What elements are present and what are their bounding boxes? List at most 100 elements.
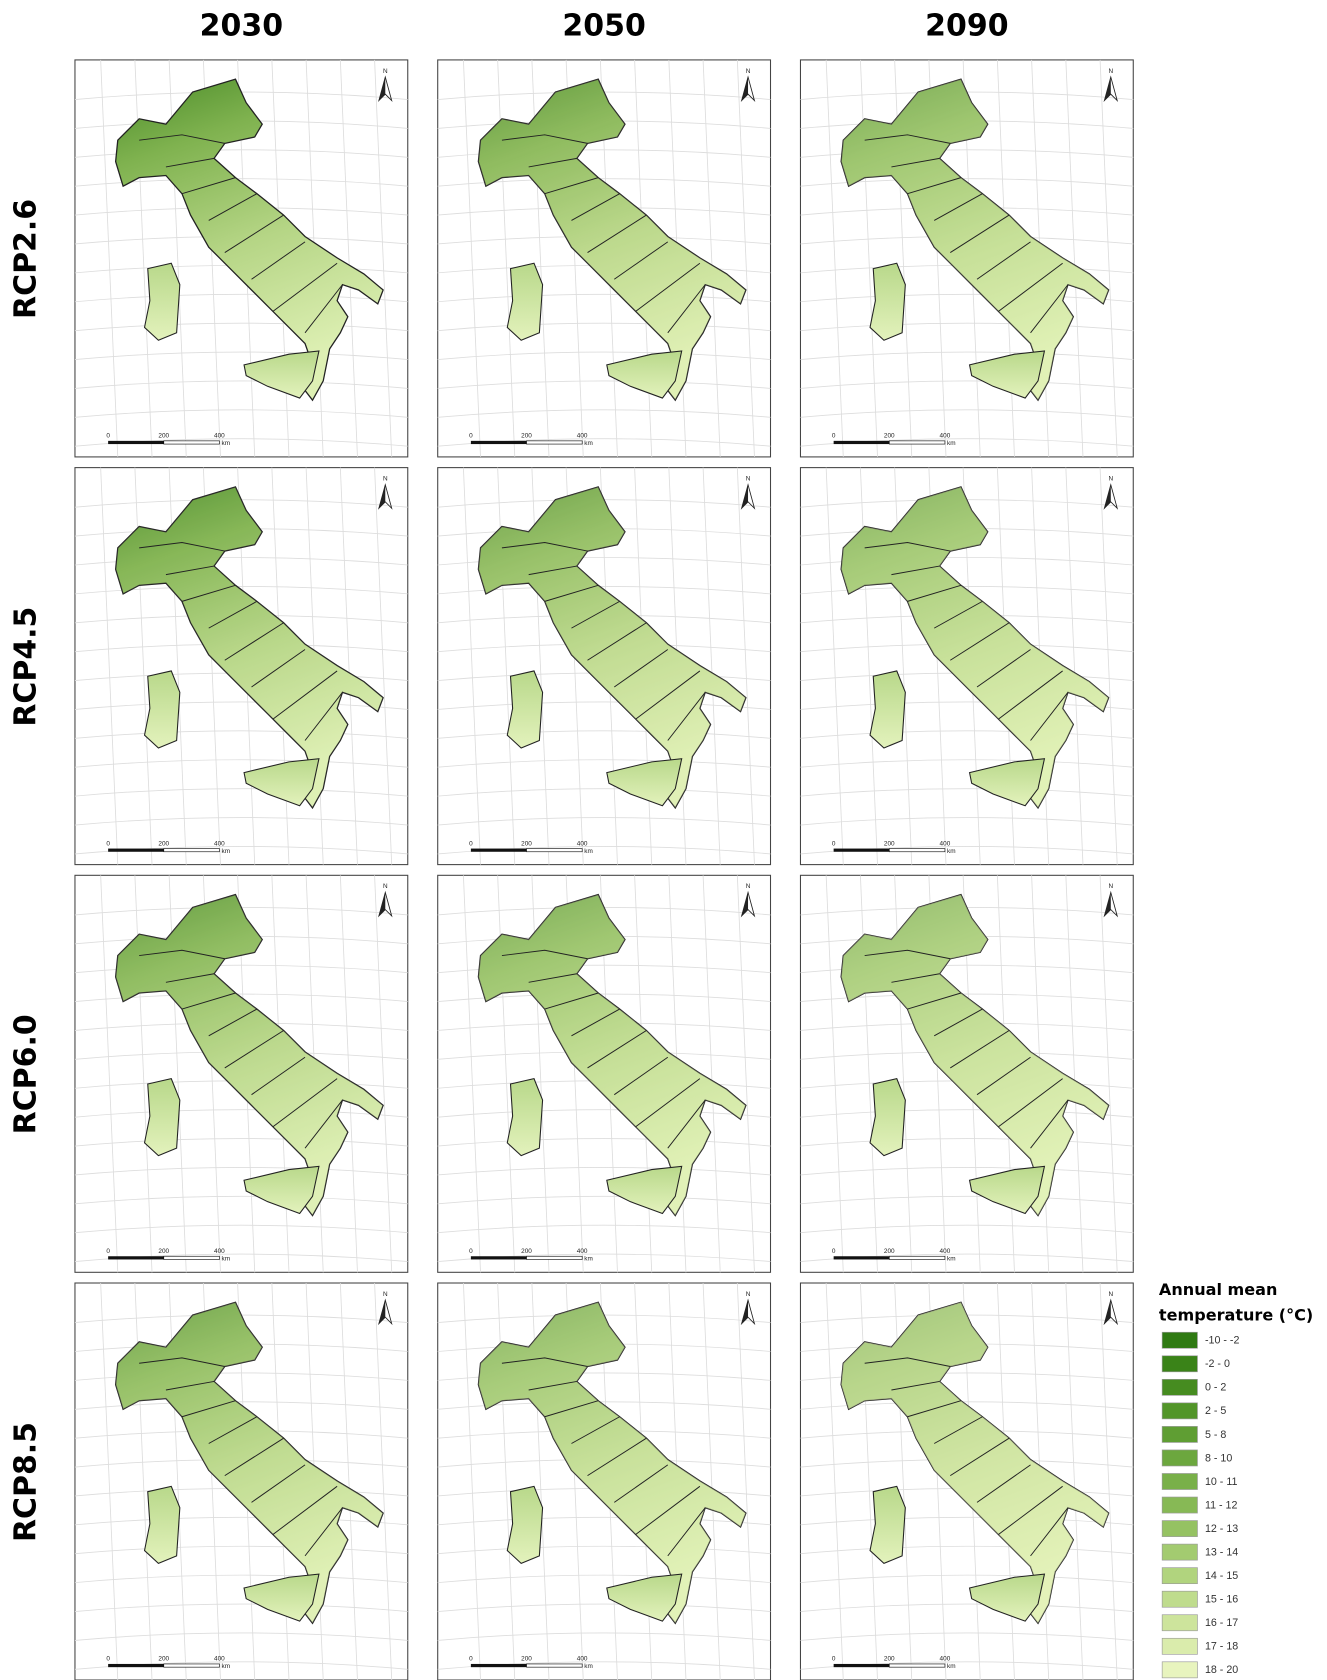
graticule: [800, 1545, 1134, 1555]
region-border: [272, 670, 338, 720]
scale-label: 200: [521, 1248, 532, 1255]
mainland-warming: [841, 1302, 1109, 1624]
scale-unit: km: [947, 848, 956, 855]
region-border: [181, 177, 236, 195]
graticule: [800, 993, 1134, 1003]
legend-swatch: [1161, 1331, 1198, 1349]
graticule: [437, 1545, 771, 1555]
north-label: N: [746, 883, 751, 890]
sicily: [968, 758, 1046, 807]
graticule: [74, 1574, 408, 1584]
scale-label: 200: [158, 1656, 169, 1663]
graticule: [800, 1632, 1134, 1641]
region-border: [933, 1416, 983, 1444]
legend-swatch: [1161, 1567, 1198, 1585]
graticule: [74, 1138, 408, 1147]
region-border: [933, 193, 983, 221]
region-border: [304, 284, 343, 334]
region-border: [1030, 1099, 1069, 1149]
mainland: [114, 1301, 384, 1625]
region-border: [907, 1400, 962, 1418]
graticule: [437, 1138, 771, 1147]
sardinia: [143, 1485, 181, 1564]
graticule: [859, 875, 878, 1273]
north-label: N: [1108, 883, 1113, 890]
region-border: [614, 1464, 669, 1503]
sicily: [243, 758, 320, 807]
scale-label: 400: [577, 433, 588, 440]
region-border: [1030, 1507, 1069, 1557]
graticule: [800, 1195, 1134, 1205]
scale-label: 400: [577, 1656, 588, 1663]
graticule: [894, 875, 913, 1273]
legend-label: 10 - 11: [1205, 1476, 1238, 1488]
graticule: [74, 380, 408, 389]
graticule: [437, 322, 771, 332]
graticule: [859, 1282, 878, 1680]
north-label: N: [383, 68, 388, 75]
graticule: [825, 59, 844, 457]
scale-bar-solid: [470, 848, 527, 852]
region-border: [251, 649, 306, 688]
scale-unit: km: [947, 440, 956, 447]
region-border: [528, 157, 577, 168]
scale-bar-open: [888, 1255, 946, 1260]
scale-bar-open: [526, 848, 583, 853]
graticule: [437, 1195, 771, 1205]
graticule: [800, 409, 1134, 418]
graticule: [800, 1167, 1134, 1176]
graticule: [74, 993, 408, 1003]
graticule: [800, 1109, 1134, 1118]
north-arrow-half: [378, 77, 386, 101]
graticule: [800, 178, 1134, 187]
scale-label: 0: [469, 840, 473, 847]
region-border: [571, 600, 620, 629]
graticule: [462, 1282, 481, 1680]
sicily: [606, 758, 683, 807]
graticule: [531, 1282, 550, 1680]
graticule: [702, 1282, 721, 1680]
mainland: [477, 893, 747, 1217]
scale-label: 400: [214, 433, 225, 440]
region-border: [891, 565, 940, 576]
legend-label: 13 - 14: [1205, 1546, 1238, 1558]
graticule: [74, 1401, 408, 1410]
sardinia: [869, 1078, 906, 1157]
graticule: [74, 1167, 408, 1176]
legend-swatch: [1161, 1355, 1198, 1373]
legend-label: 12 - 13: [1205, 1523, 1238, 1535]
scale-label: 400: [577, 1248, 588, 1255]
scale-bar-open: [163, 1663, 220, 1668]
graticule: [74, 351, 408, 360]
scale-label: 0: [106, 840, 110, 847]
graticule: [894, 1282, 913, 1680]
region-border: [950, 622, 1010, 661]
graticule: [825, 467, 844, 865]
region-border: [501, 1357, 588, 1367]
row-header: RCP2.6: [8, 199, 43, 319]
region-border: [224, 214, 284, 253]
graticule: [531, 875, 550, 1273]
region-border: [224, 1437, 284, 1477]
graticule: [100, 1282, 119, 1680]
mainland-warming: [841, 79, 1109, 401]
sicily: [606, 1573, 683, 1622]
north-label: N: [383, 883, 388, 890]
graticule: [437, 993, 771, 1003]
scale-label: 400: [940, 1656, 951, 1663]
scale-label: 0: [832, 433, 836, 440]
graticule: [74, 1224, 408, 1234]
north-arrow-half: [741, 892, 749, 916]
sardinia: [506, 1485, 544, 1564]
graticule: [100, 875, 119, 1273]
scale-label: 0: [106, 1656, 110, 1663]
scale-label: 200: [521, 840, 532, 847]
scale-unit: km: [222, 440, 231, 447]
graticule: [74, 293, 408, 303]
graticule: [894, 467, 913, 865]
graticule: [134, 467, 153, 865]
mainland: [477, 1301, 747, 1625]
